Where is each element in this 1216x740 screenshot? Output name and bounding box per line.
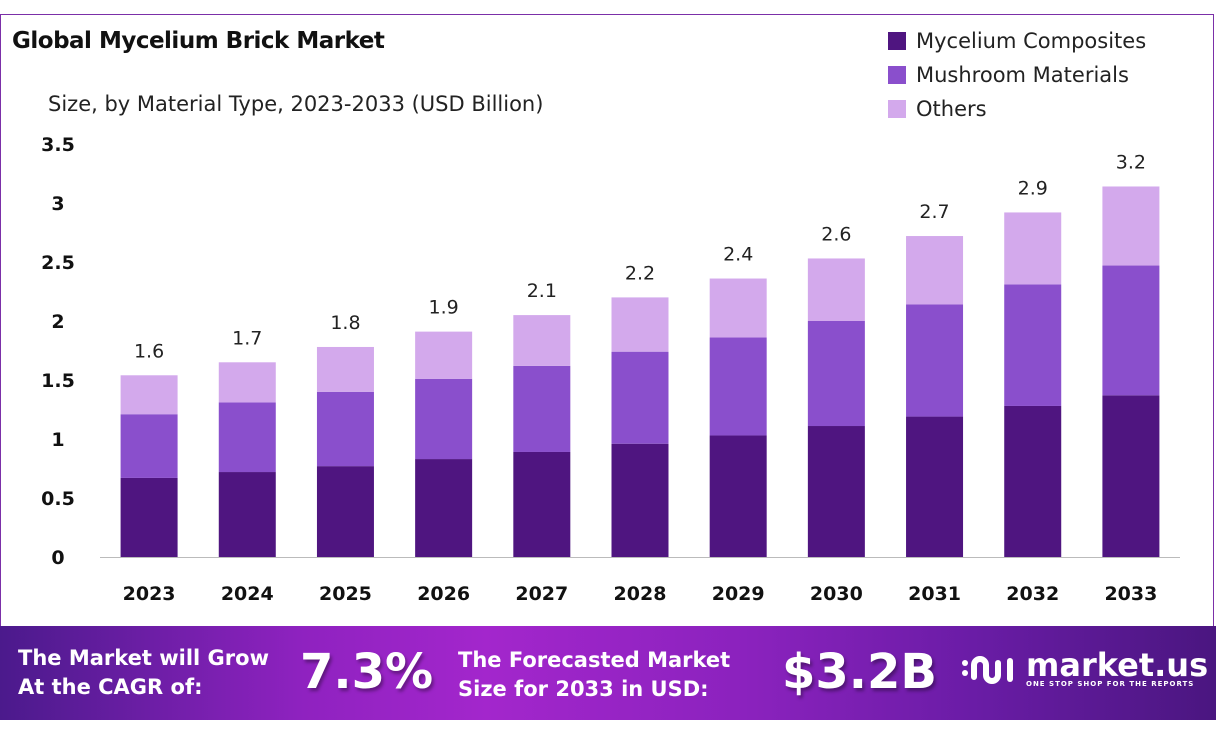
- chart-frame: [0, 14, 1214, 626]
- forecast-label-line1: The Forecasted Market: [458, 648, 731, 672]
- x-tick-label: 2033: [1104, 583, 1157, 605]
- legend-label: Mycelium Composites: [916, 29, 1147, 53]
- bar-segment-mushroom-materials-2032: [1004, 284, 1062, 406]
- bar-segment-mushroom-materials-2028: [611, 351, 669, 444]
- bar-segment-others-2024: [218, 362, 276, 403]
- legend-item-mycelium-composites: Mycelium Composites: [888, 24, 1146, 58]
- legend: Mycelium Composites Mushroom Materials O…: [888, 24, 1146, 126]
- logo-tagline: ONE STOP SHOP FOR THE REPORTS: [1026, 680, 1195, 688]
- x-tick-label: 2024: [221, 583, 274, 605]
- legend-label: Others: [916, 97, 987, 121]
- x-tick-label: 2028: [614, 583, 667, 605]
- y-tick-label: 3.5: [41, 134, 75, 156]
- logo-wordmark: market.us: [1026, 646, 1209, 684]
- bar-segment-mycelium-composites-2023: [120, 477, 178, 557]
- x-tick-label: 2031: [908, 583, 961, 605]
- bar-segment-mushroom-materials-2029: [709, 337, 767, 436]
- bar-segment-mushroom-materials-2025: [316, 391, 374, 467]
- bar-segment-mushroom-materials-2031: [906, 304, 964, 417]
- forecast-label: The Forecasted Market Size for 2033 in U…: [458, 646, 730, 704]
- legend-swatch: [888, 66, 906, 84]
- x-tick-label: 2025: [319, 583, 372, 605]
- y-tick-label: 2: [51, 311, 64, 333]
- bar-chart: 0 0.5 1 1.5 2 2.5 3 3.5 1.6 2023 1.7 2024 1.8 2025 1.9…: [41, 134, 1180, 605]
- cagr-label-line1: The Market will Grow: [18, 646, 269, 670]
- forecast-value: $3.2B: [782, 644, 938, 700]
- x-tick-label: 2023: [123, 583, 176, 605]
- total-data-label: 1.6: [134, 340, 164, 362]
- y-tick-label: 1: [51, 429, 64, 451]
- bar-segment-mycelium-composites-2033: [1102, 395, 1160, 557]
- bar-segment-mycelium-composites-2025: [316, 466, 374, 557]
- bar-segment-others-2030: [807, 258, 865, 321]
- total-data-label: 1.8: [330, 312, 360, 334]
- bar-segment-mycelium-composites-2032: [1004, 405, 1062, 557]
- total-data-label: 2.1: [527, 280, 557, 302]
- total-data-label: 2.4: [723, 244, 753, 266]
- cagr-label: The Market will Grow At the CAGR of:: [18, 644, 269, 702]
- total-data-label: 2.9: [1018, 177, 1048, 199]
- y-tick-label: 0: [51, 547, 64, 569]
- x-tick-label: 2027: [515, 583, 568, 605]
- bar-segment-mushroom-materials-2023: [120, 414, 178, 478]
- y-tick-label: 0.5: [41, 488, 75, 510]
- x-tick-label: 2026: [417, 583, 470, 605]
- bar-segment-others-2029: [709, 278, 767, 338]
- total-data-label: 1.9: [429, 297, 459, 319]
- total-data-label: 2.7: [919, 201, 949, 223]
- bar-segment-mushroom-materials-2030: [807, 321, 865, 427]
- bar-segment-mycelium-composites-2027: [513, 451, 571, 557]
- legend-item-mushroom-materials: Mushroom Materials: [888, 58, 1146, 92]
- y-tick-label: 1.5: [41, 370, 75, 392]
- bar-segment-mycelium-composites-2028: [611, 443, 669, 557]
- bar-segment-others-2026: [415, 331, 473, 379]
- bar-segment-others-2025: [316, 346, 374, 392]
- cagr-value: 7.3%: [300, 644, 434, 700]
- bar-segment-mycelium-composites-2029: [709, 435, 767, 557]
- market-us-logo-icon: [962, 656, 1013, 684]
- x-tick-label: 2032: [1006, 583, 1059, 605]
- x-tick-label: 2029: [712, 583, 765, 605]
- bar-segment-others-2023: [120, 375, 178, 415]
- bar-segment-mycelium-composites-2030: [807, 426, 865, 557]
- forecast-label-line2: Size for 2033 in USD:: [458, 677, 709, 701]
- bar-segment-others-2032: [1004, 212, 1062, 285]
- bar-segment-mushroom-materials-2024: [218, 402, 276, 473]
- bar-segment-mycelium-composites-2031: [906, 416, 964, 557]
- chart-subtitle: Size, by Material Type, 2023-2033 (USD B…: [48, 92, 544, 116]
- chart-title: Global Mycelium Brick Market: [12, 28, 385, 54]
- legend-item-others: Others: [888, 92, 1146, 126]
- bar-segment-others-2027: [513, 315, 571, 366]
- bar-segment-mushroom-materials-2026: [415, 378, 473, 460]
- total-data-label: 1.7: [232, 327, 262, 349]
- bar-segment-mycelium-composites-2024: [218, 472, 276, 557]
- y-tick-label: 2.5: [41, 252, 75, 274]
- bar-segment-others-2028: [611, 297, 669, 352]
- bar-segment-others-2031: [906, 236, 964, 305]
- legend-swatch: [888, 32, 906, 50]
- bar-segment-mycelium-composites-2026: [415, 459, 473, 557]
- y-tick-label: 3: [51, 193, 64, 215]
- total-data-label: 2.6: [821, 223, 851, 245]
- market-us-logo: market.us ONE STOP SHOP FOR THE REPORTS: [960, 646, 1209, 688]
- legend-swatch: [888, 100, 906, 118]
- cagr-label-line2: At the CAGR of:: [18, 675, 203, 699]
- total-data-label: 2.2: [625, 262, 655, 284]
- total-data-label: 3.2: [1116, 151, 1146, 173]
- legend-label: Mushroom Materials: [916, 63, 1129, 87]
- bar-segment-mushroom-materials-2033: [1102, 265, 1160, 396]
- x-tick-label: 2030: [810, 583, 863, 605]
- bar-segment-mushroom-materials-2027: [513, 365, 571, 452]
- footer-banner: The Market will Grow At the CAGR of: 7.3…: [0, 626, 1216, 720]
- bar-segment-others-2033: [1102, 186, 1160, 266]
